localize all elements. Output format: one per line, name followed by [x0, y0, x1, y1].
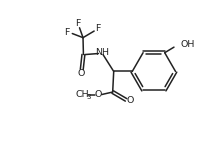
Text: O: O	[95, 90, 102, 99]
Text: F: F	[95, 25, 101, 34]
Text: CH: CH	[76, 90, 90, 99]
Text: NH: NH	[95, 48, 109, 57]
Text: O: O	[127, 96, 134, 105]
Text: OH: OH	[180, 40, 194, 49]
Text: O: O	[78, 69, 85, 78]
Text: F: F	[64, 28, 69, 37]
Text: F: F	[75, 19, 81, 28]
Text: 3: 3	[87, 94, 91, 100]
